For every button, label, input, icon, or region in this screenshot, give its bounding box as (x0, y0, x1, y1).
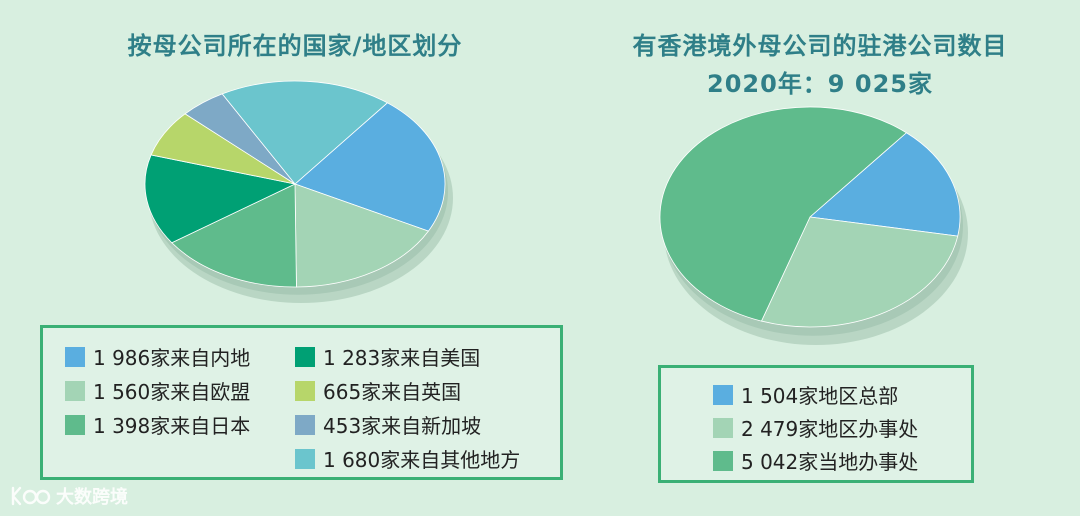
watermark: 大数跨境 (10, 483, 128, 509)
legend-item: 1 680家来自其他地方 (295, 444, 520, 473)
legend-item: 1 986家来自内地 (65, 342, 250, 371)
legend-swatch-singapore (295, 414, 315, 435)
pie-slice-0 (294, 102, 446, 232)
legend-item: 1 398家来自日本 (65, 410, 250, 439)
pie-slice-2 (659, 106, 908, 322)
pie-slice-3 (144, 154, 297, 244)
legend-swatch-other (295, 448, 315, 469)
pie-slice-1 (760, 216, 959, 328)
legend-label: 1 504家地区总部 (741, 384, 899, 408)
legend-item: 1 504家地区总部 (713, 380, 898, 409)
legend-label: 1 680家来自其他地方 (323, 448, 521, 472)
right-pie-chart (659, 106, 968, 345)
legend-swatch-eu (65, 380, 85, 401)
pie-slice-0 (809, 132, 961, 237)
legend-swatch-usa (295, 346, 315, 367)
legend-label: 1 560家来自欧盟 (93, 380, 251, 404)
left-pie-chart (144, 80, 453, 303)
left-legend: 1 986家来自内地 1 560家来自欧盟 1 398家来自日本 1 283家来… (40, 325, 563, 480)
legend-label: 665家来自英国 (323, 380, 462, 404)
legend-swatch-mainland (65, 346, 85, 367)
legend-label: 2 479家地区办事处 (741, 417, 919, 441)
pie-slice-6 (221, 80, 389, 185)
legend-item: 1 560家来自欧盟 (65, 376, 250, 405)
legend-swatch-uk (295, 380, 315, 401)
legend-swatch-regional-office (713, 417, 733, 438)
pie-slice-2 (171, 183, 297, 288)
legend-label: 1 986家来自内地 (93, 346, 251, 370)
watermark-text: 大数跨境 (56, 487, 128, 508)
legend-label: 5 042家当地办事处 (741, 450, 919, 474)
right-legend: 1 504家地区总部 2 479家地区办事处 5 042家当地办事处 (658, 365, 974, 483)
watermark-logo-icon (11, 486, 51, 506)
left-chart-title: 按母公司所在的国家/地区划分 (127, 32, 463, 60)
right-chart-subtitle: 2020年：9 025家 (707, 70, 933, 98)
legend-item: 2 479家地区办事处 (713, 413, 918, 442)
legend-item: 5 042家当地办事处 (713, 446, 918, 475)
legend-label: 1 398家来自日本 (93, 414, 251, 438)
legend-item: 1 283家来自美国 (295, 342, 480, 371)
legend-swatch-regional-hq (713, 384, 733, 405)
pie-slice-1 (294, 183, 430, 288)
legend-item: 453家来自新加坡 (295, 410, 481, 439)
right-chart-title: 有香港境外母公司的驻港公司数目 (632, 32, 1008, 60)
legend-swatch-local-office (713, 450, 733, 471)
legend-item: 665家来自英国 (295, 376, 461, 405)
legend-label: 1 283家来自美国 (323, 346, 481, 370)
legend-label: 453家来自新加坡 (323, 414, 482, 438)
legend-swatch-japan (65, 414, 85, 435)
